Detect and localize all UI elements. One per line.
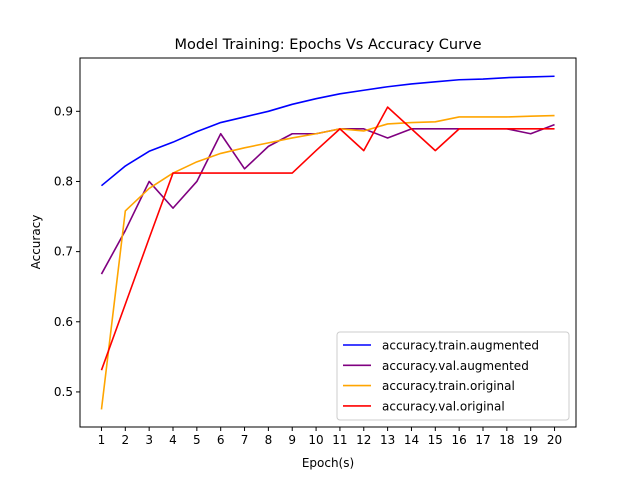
x-tick-label: 10 xyxy=(308,433,323,447)
x-axis-label: Epoch(s) xyxy=(302,456,354,470)
x-tick-label: 6 xyxy=(217,433,225,447)
x-tick-label: 13 xyxy=(380,433,395,447)
series-line-accuracy-val-augmented xyxy=(100,123,555,275)
legend-label: accuracy.val.augmented xyxy=(382,359,529,373)
y-tick-label: 0.5 xyxy=(54,385,73,399)
legend: accuracy.train.augmented accuracy.val.aug… xyxy=(336,331,570,421)
x-tick-label: 2 xyxy=(121,433,129,447)
y-axis-label: Accuracy xyxy=(29,215,43,270)
series-line-accuracy-train-augmented xyxy=(100,75,555,187)
x-tick-label: 3 xyxy=(145,433,153,447)
y-tick-label: 0.6 xyxy=(54,315,73,329)
x-tick-label: 1 xyxy=(98,433,106,447)
x-tick-label: 17 xyxy=(475,433,490,447)
x-tick-label: 12 xyxy=(356,433,371,447)
plot-frame xyxy=(79,57,577,428)
y-axis: 0.5 0.6 0.7 0.8 0.9 xyxy=(54,104,80,399)
chart-title: Model Training: Epochs Vs Accuracy Curve xyxy=(174,37,481,53)
x-tick-label: 11 xyxy=(332,433,347,447)
legend-box xyxy=(336,331,570,421)
x-tick-label: 20 xyxy=(547,433,562,447)
legend-label: accuracy.val.original xyxy=(382,399,505,413)
x-tick-label: 14 xyxy=(404,433,419,447)
y-tick-label: 0.7 xyxy=(54,245,73,259)
legend-label: accuracy.train.augmented xyxy=(382,339,539,353)
x-tick-label: 19 xyxy=(523,433,538,447)
x-tick-label: 16 xyxy=(452,433,467,447)
x-tick-label: 7 xyxy=(241,433,249,447)
x-tick-label: 8 xyxy=(265,433,273,447)
x-axis: 1 2 3 4 5 6 7 8 9 10 11 12 13 14 15 16 17 18 19 20 xyxy=(98,427,562,447)
plot-lines xyxy=(100,75,555,410)
legend-label: accuracy.train.original xyxy=(382,379,515,393)
series-line-accuracy-val-original xyxy=(100,106,555,371)
series-line-accuracy-train-original xyxy=(100,114,555,410)
x-tick-label: 15 xyxy=(428,433,443,447)
x-tick-label: 9 xyxy=(288,433,296,447)
x-tick-label: 4 xyxy=(169,433,177,447)
x-tick-label: 18 xyxy=(499,433,514,447)
x-tick-label: 5 xyxy=(193,433,201,447)
y-tick-label: 0.8 xyxy=(54,174,73,188)
y-tick-label: 0.9 xyxy=(54,104,73,118)
